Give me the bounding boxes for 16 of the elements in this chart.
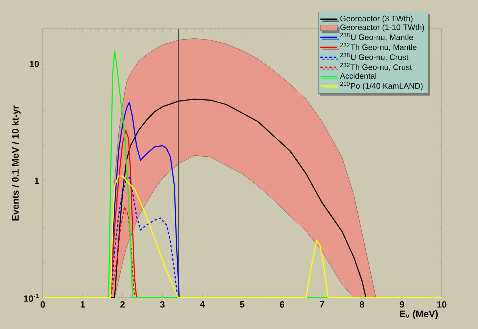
x-tick-label: 3 — [160, 302, 165, 308]
x-tick-label: 4 — [200, 302, 206, 308]
y-tick-label: 10$^{-1}$ — [24, 294, 39, 302]
x-tick-label: 0 — [40, 302, 46, 308]
x-tick-label: 7 — [320, 302, 324, 308]
y-axis-title: Events / 0.1 MeV / 10 kt-yr — [12, 106, 21, 221]
x-tick-label: 6 — [280, 302, 285, 308]
x-tick-label: 2 — [120, 302, 125, 308]
x-tick-label: 9 — [400, 302, 404, 308]
x-tick-label: 8 — [360, 302, 364, 308]
x-tick-label: 5 — [240, 302, 245, 308]
x-tick-label: 1 — [80, 302, 86, 308]
y-tick-label: 10 — [30, 61, 40, 68]
x-axis-title: E$_{ν}$ (MeV) — [400, 310, 438, 320]
x-tick-label: 10 — [438, 302, 447, 308]
y-tick-label: 1 — [35, 178, 40, 184]
